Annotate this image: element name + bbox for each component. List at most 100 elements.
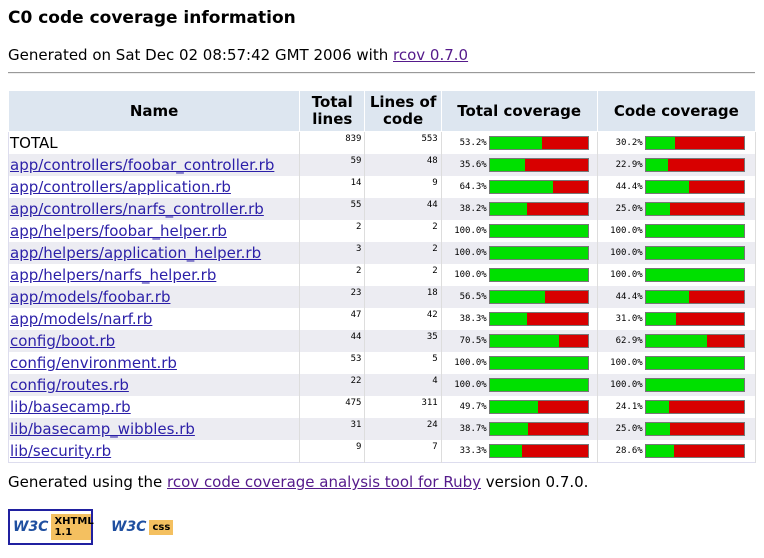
covered-fill [489,225,588,237]
coverage-percent: 100.0% [454,358,487,368]
file-link[interactable]: config/boot.rb [10,332,116,350]
table-row: lib/basecamp_wibbles.rb 31 24 38.7% 25.0% [8,418,757,440]
table-row: app/helpers/foobar_helper.rb 2 2 100.0% 100.… [8,220,757,242]
covered-fill [645,401,670,413]
covered-fill [645,181,690,193]
coverage-bar [488,400,589,414]
rcov-link[interactable]: rcov 0.7.0 [393,46,469,64]
coverage-cell: 33.3% [441,440,598,463]
file-link[interactable]: lib/basecamp.rb [10,398,131,416]
footer-line: Generated using the rcov code coverage a… [8,473,588,491]
code-lines: 42 [364,308,442,330]
covered-fill [489,181,553,193]
file-link[interactable]: app/helpers/application_helper.rb [10,244,262,262]
covered-fill [489,269,588,281]
file-link[interactable]: lib/basecamp_wibbles.rb [10,420,195,438]
name-cell: TOTAL [8,131,301,154]
coverage-bar [488,136,589,150]
covered-fill [489,159,525,171]
coverage-cell: 100.0% [441,220,598,242]
code-lines: 48 [364,154,442,176]
coverage-percent: 56.5% [459,292,487,302]
file-link[interactable]: app/controllers/application.rb [10,178,231,196]
code-lines: 35 [364,330,442,352]
file-link[interactable]: app/models/narf.rb [10,310,153,328]
coverage-bar [644,400,745,414]
file-link[interactable]: app/helpers/narfs_helper.rb [10,266,217,284]
coverage-percent: 38.3% [459,314,487,324]
coverage-bar [644,202,745,216]
name-cell: app/helpers/narfs_helper.rb [8,264,301,286]
covered-fill [645,225,744,237]
file-link[interactable]: app/models/foobar.rb [10,288,171,306]
rcov-tool-link[interactable]: rcov code coverage analysis tool for Rub… [167,473,482,491]
total-lines: 9 [299,440,366,463]
total-lines: 59 [299,154,366,176]
table-row: config/environment.rb 53 5 100.0% 100.0% [8,352,757,374]
coverage-percent: 70.5% [459,336,487,346]
coverage-cell: 100.0% [441,242,598,264]
xhtml-badge[interactable]: W3C XHTML 1.1 [8,509,94,545]
covered-fill [645,423,671,435]
coverage-bar [644,290,745,304]
coverage-percent: 31.0% [615,314,643,324]
coverage-bar [488,312,589,326]
badge-logo: W3C [13,519,49,535]
file-link[interactable]: app/controllers/foobar_controller.rb [10,156,275,174]
total-lines: 53 [299,352,366,374]
column-header: Lines of code [364,90,442,132]
coverage-bar [488,158,589,172]
table-row: config/boot.rb 44 35 70.5% 62.9% [8,330,757,352]
name-cell: config/environment.rb [8,352,301,374]
table-row: app/controllers/foobar_controller.rb 59 48… [8,154,757,176]
name-cell: app/helpers/application_helper.rb [8,242,301,264]
coverage-percent: 100.0% [454,380,487,390]
coverage-percent: 100.0% [454,226,487,236]
code-lines: 7 [364,440,442,463]
total-lines: 22 [299,374,366,396]
covered-fill [645,445,674,457]
file-link[interactable]: config/routes.rb [10,376,129,394]
coverage-bar [488,180,589,194]
coverage-percent: 100.0% [454,248,487,258]
coverage-bar [488,224,589,238]
code-lines: 9 [364,176,442,198]
table-row: app/helpers/narfs_helper.rb 2 2 100.0% 100.0… [8,264,757,286]
coverage-percent: 100.0% [610,270,643,280]
coverage-cell: 25.0% [597,418,757,440]
coverage-cell: 62.9% [597,330,757,352]
code-lines: 553 [364,131,442,154]
total-lines: 55 [299,198,366,220]
css-badge[interactable]: W3C css [106,509,176,545]
coverage-bar [488,202,589,216]
coverage-bar [644,378,745,392]
file-link[interactable]: app/controllers/narfs_controller.rb [10,200,264,218]
badge-logo: W3C [111,519,147,535]
column-header: Name [7,90,301,132]
file-link[interactable]: app/helpers/foobar_helper.rb [10,222,227,240]
file-link[interactable]: lib/security.rb [10,442,112,460]
name-cell: lib/basecamp.rb [8,396,301,418]
covered-fill [645,269,744,281]
badge-label: XHTML 1.1 [51,514,94,540]
name-cell: app/controllers/narfs_controller.rb [8,198,301,220]
coverage-bar [644,180,745,194]
code-lines: 4 [364,374,442,396]
name-cell: config/boot.rb [8,330,301,352]
coverage-cell: 100.0% [441,352,598,374]
table-body: TOTAL 839 553 53.2% 30.2% app/controllers/foo… [8,131,757,463]
file-link[interactable]: config/environment.rb [10,354,177,372]
coverage-cell: 31.0% [597,308,757,330]
coverage-cell: 28.6% [597,440,757,463]
coverage-percent: 100.0% [610,248,643,258]
covered-fill [489,313,528,325]
coverage-bar [644,444,745,458]
total-lines: 2 [299,220,366,242]
coverage-cell: 38.7% [441,418,598,440]
covered-fill [489,357,588,369]
coverage-percent: 22.9% [615,160,643,170]
covered-fill [645,203,671,215]
coverage-cell: 44.4% [597,176,757,198]
coverage-cell: 38.2% [441,198,598,220]
name-cell: app/models/narf.rb [8,308,301,330]
